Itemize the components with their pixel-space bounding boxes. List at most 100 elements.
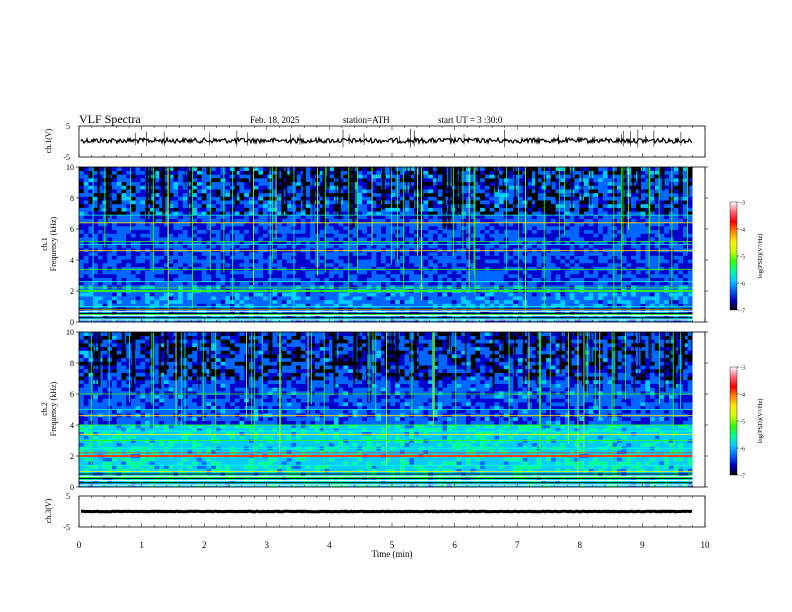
spectrogram-cell	[149, 196, 155, 201]
spectrogram-cell	[88, 196, 94, 201]
spectrogram-cell	[465, 233, 471, 238]
spectrogram-cell	[107, 281, 113, 286]
spectrogram-cell	[234, 277, 240, 282]
spectrogram-cell	[409, 244, 415, 249]
spectrogram-cell	[329, 189, 335, 194]
spectrogram-cell	[140, 248, 146, 253]
spectrogram-cell	[404, 292, 410, 297]
spectrogram-cell	[376, 259, 382, 264]
spectrogram-cell	[612, 170, 618, 175]
spectrogram-cell	[225, 262, 231, 267]
spectrogram-cell	[182, 237, 188, 242]
spectrogram-cell	[338, 189, 344, 194]
spectrogram-cell	[286, 170, 292, 175]
spectrogram-cell	[126, 233, 132, 238]
spectrogram-cell	[154, 218, 160, 223]
spectrogram-cell	[159, 170, 165, 175]
spectrogram-cell	[178, 229, 184, 234]
spectrogram-cell	[588, 259, 594, 264]
spectrogram-cell	[470, 185, 476, 190]
spectrogram-cell	[116, 214, 122, 219]
spectrogram-cell	[130, 189, 136, 194]
spectrogram-cell	[371, 255, 377, 260]
spectrogram-cell	[432, 229, 438, 234]
spectrogram-cell	[154, 211, 160, 216]
spectrogram-cell	[97, 200, 103, 205]
spectrogram-cell	[616, 170, 622, 175]
spectrogram-cell	[428, 174, 434, 179]
spectrogram-cell	[362, 214, 368, 219]
spectrogram-cell	[621, 259, 627, 264]
spectrogram-cell	[352, 240, 358, 245]
spectrogram-cell	[263, 178, 269, 183]
spectrogram-cell	[272, 296, 278, 301]
spectrogram-cell	[192, 185, 198, 190]
spectrogram-cell	[263, 237, 269, 242]
spectrogram-cell	[555, 303, 561, 308]
spectrogram-cell	[258, 218, 264, 223]
spectrogram-cell	[79, 248, 85, 253]
spectrogram-cell	[390, 200, 396, 205]
spectrogram-cell	[612, 314, 618, 319]
spectrogram-cell	[88, 207, 94, 212]
spectrogram-cell	[536, 237, 542, 242]
spectrogram-cell	[192, 314, 198, 319]
spectrogram-cell	[263, 189, 269, 194]
spectrogram-cell	[480, 237, 486, 242]
spectrogram-cell	[494, 203, 500, 208]
spectrogram-cell	[135, 277, 141, 282]
spectrogram-cell	[79, 240, 85, 245]
spectrogram-cell	[536, 189, 542, 194]
spectrogram-cell	[338, 233, 344, 238]
spectrogram-cell	[616, 181, 622, 186]
spectrogram-cell	[583, 214, 589, 219]
spectrogram-cell	[399, 207, 405, 212]
spectrogram-cell	[211, 207, 217, 212]
spectrogram-cell	[116, 207, 122, 212]
spectrogram-cell	[513, 266, 519, 271]
spectrogram-cell	[168, 170, 174, 175]
spectrogram-cell	[234, 248, 240, 253]
spectrogram-cell	[621, 196, 627, 201]
spectrogram-cell	[244, 200, 250, 205]
spectrogram-cell	[574, 181, 580, 186]
spectrogram-cell	[588, 285, 594, 290]
spectrogram-cell	[281, 277, 287, 282]
spectrogram-cell	[607, 181, 613, 186]
spectrogram-cell	[517, 181, 523, 186]
spectrogram-cell	[338, 229, 344, 234]
spectrogram-cell	[475, 251, 481, 256]
spectrogram-cell	[569, 292, 575, 297]
spectrogram-cell	[121, 303, 127, 308]
spectrogram-cell	[423, 192, 429, 197]
spectrogram-cell	[555, 233, 561, 238]
spectrogram-cell	[451, 189, 457, 194]
spectrogram-cell	[588, 218, 594, 223]
spectrogram-cell	[499, 203, 505, 208]
spectrogram-cell	[616, 274, 622, 279]
spectrogram-cell	[333, 259, 339, 264]
spectrogram-cell	[93, 203, 99, 208]
spectrogram-cell	[593, 299, 599, 304]
spectrogram-cell	[168, 266, 174, 271]
spectrogram-cell	[517, 185, 523, 190]
spectrogram-cell	[187, 262, 193, 267]
spectrogram-cell	[296, 292, 302, 297]
spectrogram-cell	[149, 200, 155, 205]
spectrogram-cell	[116, 314, 122, 319]
spectrogram-cell	[338, 222, 344, 227]
spectrogram-cell	[333, 222, 339, 227]
spectrogram-cell	[409, 303, 415, 308]
spectrogram-cell	[480, 189, 486, 194]
spectrogram-cell	[616, 200, 622, 205]
spectrogram-cell	[583, 178, 589, 183]
spectrogram-cell	[263, 303, 269, 308]
spectrogram-cell	[112, 189, 118, 194]
spectrogram-cell	[362, 181, 368, 186]
spectrogram-cell	[338, 211, 344, 216]
spectrogram-cell	[527, 229, 533, 234]
spectrogram-cell	[206, 259, 212, 264]
spectrogram-cell	[329, 240, 335, 245]
spectrogram-cell	[173, 222, 179, 227]
